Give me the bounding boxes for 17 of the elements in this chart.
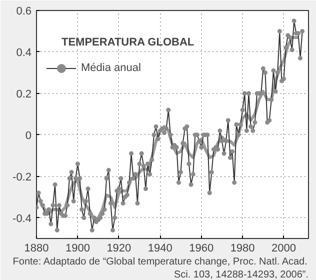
y-tick-label: -0.4: [12, 212, 32, 225]
y-tick-label: -0.2: [12, 171, 32, 184]
x-tick-label: 1980: [230, 242, 255, 254]
x-tick-label: 1960: [189, 242, 214, 254]
y-tick-label: 0.4: [16, 46, 32, 59]
source-note: Fonte: Adaptado de “Global temperature change, Proc. Natl. Acad.: [12, 256, 308, 268]
x-tick-label: 2000: [272, 242, 296, 254]
x-tick-label: 1880: [24, 242, 49, 254]
text: Sci. 103, 14288-14293, 2006”.: [174, 270, 308, 280]
x-tick-label: 1920: [106, 242, 132, 254]
y-tick-label: 0: [25, 130, 32, 142]
y-tick-label: 0.6: [16, 6, 32, 18]
legend-label: Média anual: [81, 62, 141, 74]
y-tick-label: 0.2: [16, 88, 32, 100]
text: TEMPERATURA GLOBAL: [62, 36, 194, 48]
x-tick-label: 1940: [148, 242, 172, 254]
x-tick-label: 1900: [65, 242, 90, 254]
